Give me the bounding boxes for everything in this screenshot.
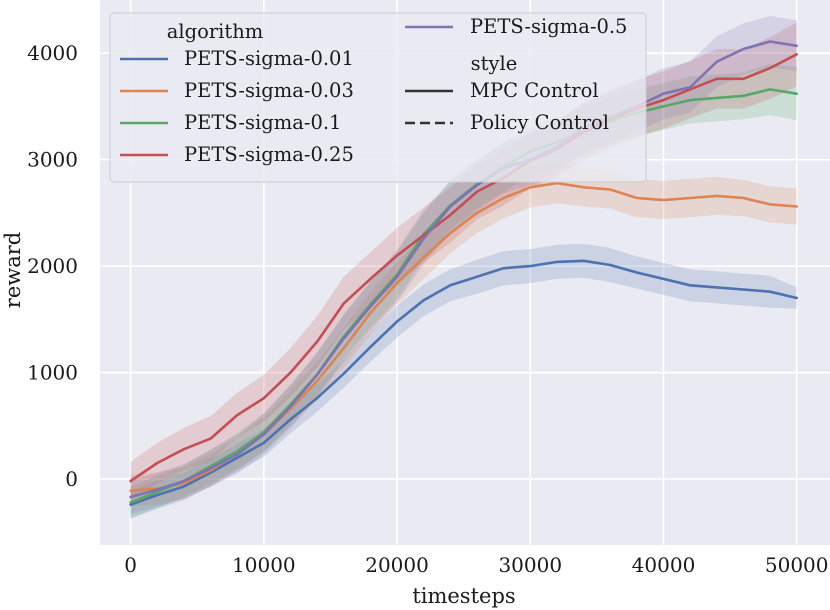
x-tick-label: 40000 bbox=[632, 553, 696, 577]
tick-labels: 0 10000 20000 30000 40000 50000 0 1000 2000 3000 4… bbox=[27, 41, 828, 577]
legend: algorithm PETS-sigma-0.01 PETS-sigma-0.03 P… bbox=[109, 12, 647, 183]
x-tick-label: 50000 bbox=[765, 553, 829, 577]
legend-label-PETS-sigma-0.5: PETS-sigma-0.5 bbox=[470, 15, 627, 38]
confidence-band-PETS-sigma-0.25 bbox=[130, 22, 797, 501]
y-tick-label: 1000 bbox=[27, 361, 78, 385]
x-tick-label: 0 bbox=[124, 553, 137, 577]
legend-label-PETS-sigma-0.03: PETS-sigma-0.03 bbox=[184, 79, 354, 102]
y-tick-label: 0 bbox=[65, 467, 78, 491]
confidence-band-PETS-sigma-0.5 bbox=[130, 16, 797, 515]
series-line-PETS-sigma-0.5 bbox=[129, 40, 799, 499]
legend-label-PETS-sigma-0.1: PETS-sigma-0.1 bbox=[184, 111, 341, 134]
confidence-band-PETS-sigma-0.1 bbox=[130, 63, 797, 519]
legend-hue-title: algorithm bbox=[167, 20, 264, 43]
legend-label-PETS-sigma-0.25: PETS-sigma-0.25 bbox=[184, 143, 354, 166]
x-axis-title: timesteps bbox=[412, 584, 515, 608]
legend-label-PETS-sigma-0.01: PETS-sigma-0.01 bbox=[184, 47, 354, 70]
x-tick-label: 30000 bbox=[498, 553, 562, 577]
x-tick-label: 20000 bbox=[365, 553, 429, 577]
series-lines bbox=[129, 40, 799, 506]
legend-box bbox=[109, 12, 647, 183]
x-tick-label: 10000 bbox=[232, 553, 296, 577]
y-tick-label: 3000 bbox=[27, 148, 78, 172]
y-tick-label: 2000 bbox=[27, 254, 78, 278]
confidence-band-PETS-sigma-0.01 bbox=[130, 243, 797, 519]
series-line-PETS-sigma-0.25 bbox=[129, 52, 799, 483]
y-tick-label: 4000 bbox=[27, 41, 78, 65]
legend-style-title: style bbox=[471, 52, 518, 75]
legend-style-label: Policy Control bbox=[470, 111, 609, 134]
y-axis-title: reward bbox=[1, 232, 25, 308]
series-line-PETS-sigma-0.01 bbox=[129, 259, 799, 506]
legend-style-label: MPC Control bbox=[470, 79, 599, 102]
